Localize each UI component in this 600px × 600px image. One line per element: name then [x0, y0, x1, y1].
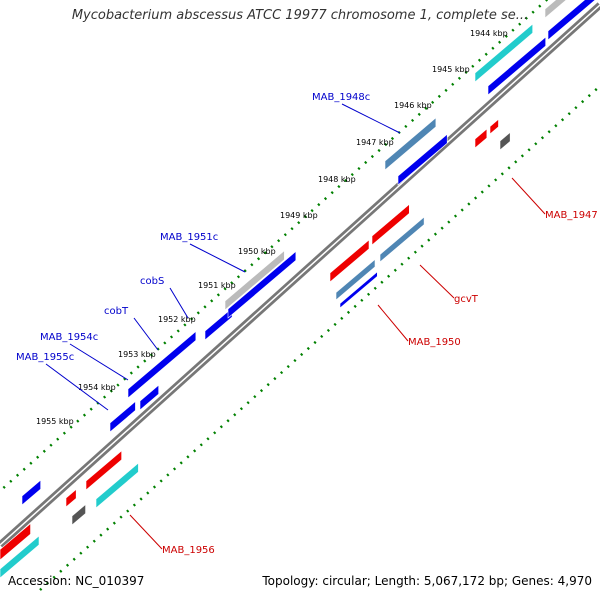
gene-arrow [335, 258, 376, 301]
forward-gene-label: cobT [104, 306, 129, 317]
tick-label: 1952 kbp [158, 315, 196, 324]
gene-arrow [71, 503, 86, 526]
reverse-label-leader [129, 514, 163, 550]
tick-label: 1946 kbp [394, 101, 432, 110]
gene-arrow [547, 0, 596, 41]
tick-line-inner [39, 84, 600, 591]
forward-gene-label: cobS [140, 276, 164, 287]
map-title: Mycobacterium abscessus ATCC 19977 chrom… [71, 8, 529, 23]
gene-arrow [397, 133, 448, 186]
forward-gene-label: MAB_1955c [16, 352, 74, 363]
accession-text: Accession: NC_010397 [8, 574, 145, 588]
gene-arrow [65, 488, 77, 508]
gene-arrow [474, 128, 488, 149]
reverse-label-leader [419, 264, 455, 299]
backbone-inner [0, 4, 600, 546]
gene-arrow [21, 479, 41, 506]
forward-label-leader [341, 103, 401, 134]
gene-arrow [127, 330, 197, 399]
label-layer: MAB_1948c MAB_1951c cobS cobT MAB_1954c MAB_1… [16, 92, 598, 556]
gene-arrow [109, 400, 136, 433]
reverse-gene-label: MAB_1956 [162, 545, 215, 556]
tick-label: 1950 kbp [238, 247, 276, 256]
forward-label-leader [45, 363, 109, 411]
forward-label-leader [69, 343, 129, 381]
gene-arrow [379, 216, 425, 263]
gene-arrow [474, 23, 533, 83]
tick-label: 1944 kbp [470, 29, 508, 38]
reverse-gene-label: gcvT [454, 294, 479, 305]
tick-label: 1951 kbp [198, 281, 236, 290]
gene-arrow [499, 131, 511, 151]
tick-label: 1955 kbp [36, 417, 74, 426]
tick-label: 1953 kbp [118, 350, 156, 359]
forward-label-leader [189, 243, 246, 273]
gene-arrow [384, 117, 437, 171]
reverse-gene-label: MAB_1947 [545, 210, 598, 221]
gene-arrow [95, 462, 139, 509]
forward-label-leader [133, 317, 159, 351]
gene-arrow [489, 118, 499, 135]
reverse-gene-label: MAB_1950 [408, 337, 461, 348]
tick-label: 1954 kbp [78, 383, 116, 392]
gene-arrow [329, 239, 370, 283]
backbone-layer [0, 2, 600, 548]
gene-arrow [544, 0, 567, 19]
tick-line-outer [0, 0, 549, 493]
reverse-label-leader [377, 304, 409, 342]
tick-label: 1948 kbp [318, 175, 356, 184]
tick-label: 1945 kbp [432, 65, 470, 74]
forward-gene-label: MAB_1948c [312, 92, 370, 103]
gene-arrow [0, 535, 40, 579]
gene-arrow [487, 36, 546, 96]
gene-arrow [339, 271, 378, 309]
gene-layer [0, 0, 596, 579]
forward-label-leader [169, 287, 189, 319]
tick-label: 1949 kbp [280, 211, 318, 220]
gene-arrow [224, 249, 285, 311]
reverse-label-leader [511, 177, 546, 215]
tick-label: 1947 kbp [356, 138, 394, 147]
topology-summary: Topology: circular; Length: 5,067,172 bp… [262, 574, 592, 588]
forward-gene-label: MAB_1954c [40, 332, 98, 343]
gene-arrow [227, 250, 297, 319]
gene-arrow [371, 203, 410, 246]
forward-gene-label: MAB_1951c [160, 232, 218, 243]
gene-arrow [139, 384, 159, 411]
gene-arrow [85, 450, 122, 491]
gene-arrow [0, 522, 31, 561]
